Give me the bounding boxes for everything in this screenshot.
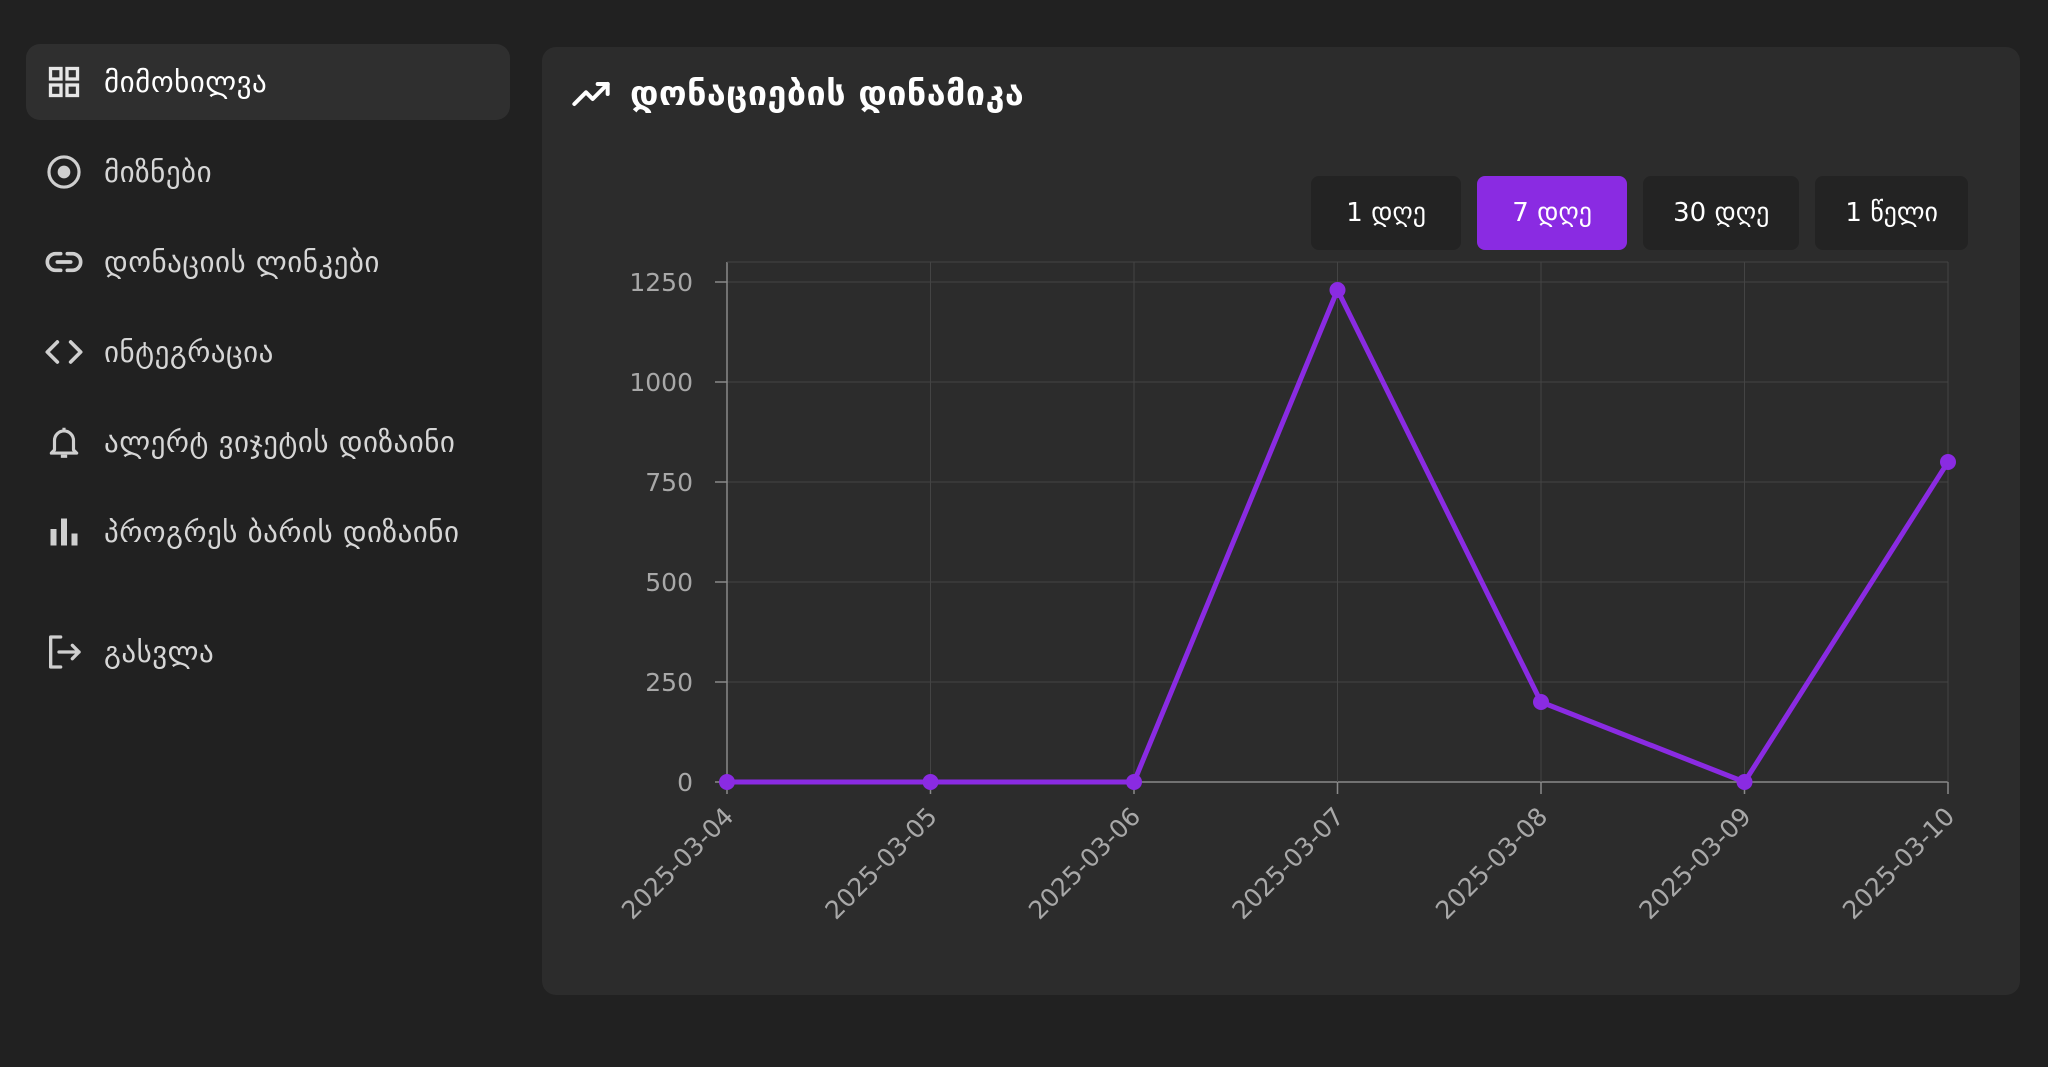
data-point[interactable] [922,774,939,790]
link-icon [44,242,84,282]
sidebar-item-donation-links[interactable]: დონაციის ლინკები [26,224,510,300]
x-tick-label: 2025-03-10 [1837,802,1960,925]
logout-icon [44,632,84,672]
panel-header: დონაციების დინამიკა [570,69,1024,119]
target-icon [44,152,84,192]
data-point[interactable] [1736,774,1753,790]
range-1-day-button[interactable]: 1 დღე [1311,176,1462,250]
x-tick-label: 2025-03-04 [616,802,739,925]
donation-dynamics-panel: დონაციების დინამიკა 1 დღე 7 დღე 30 დღე 1… [542,47,2020,995]
x-tick-label: 2025-03-06 [1023,802,1146,925]
grid-icon [44,62,84,102]
sidebar-item-overview[interactable]: მიმოხილვა [26,44,510,120]
x-tick-label: 2025-03-08 [1430,802,1553,925]
chart-grid [726,261,1949,783]
y-tick-label: 500 [645,568,693,597]
sidebar-item-label: მიმოხილვა [104,65,268,99]
y-tick-label: 250 [645,668,693,697]
y-axis-labels: 0 250 500 750 1000 1250 [629,268,693,797]
sidebar-item-alert-widget-design[interactable]: ალერტ ვიჯეტის დიზაინი [26,404,510,480]
panel-title: დონაციების დინამიკა [630,74,1025,114]
sidebar-item-label: ინტეგრაცია [104,335,274,369]
y-tick-label: 0 [677,768,693,797]
series-points [719,282,1956,790]
time-range-selector: 1 დღე 7 დღე 30 დღე 1 წელი [1311,176,1968,250]
y-tick-label: 1250 [629,268,693,297]
sidebar-item-label: ალერტ ვიჯეტის დიზაინი [104,425,456,459]
sidebar-item-label: პროგრეს ბარის დიზაინი [104,515,460,549]
y-tick-label: 750 [645,468,693,497]
data-point[interactable] [1533,694,1549,710]
data-point[interactable] [719,774,735,790]
data-point[interactable] [1329,282,1346,298]
sidebar-item-label: დონაციის ლინკები [104,245,380,279]
logout-label: გასვლა [104,635,215,669]
data-point[interactable] [1940,454,1956,470]
sidebar-item-progress-bar-design[interactable]: პროგრეს ბარის დიზაინი [26,494,510,570]
sidebar-item-goals[interactable]: მიზნები [26,134,510,210]
range-7-days-button[interactable]: 7 დღე [1477,176,1628,250]
sidebar: მიმოხილვა მიზნები დონაციის ლინკები ინტეგ… [26,44,510,704]
y-tick-label: 1000 [629,368,693,397]
range-1-year-button[interactable]: 1 წელი [1815,176,1968,250]
bell-icon [44,422,84,462]
x-tick-label: 2025-03-07 [1226,802,1349,925]
code-icon [44,332,84,372]
data-point[interactable] [1126,774,1142,790]
x-tick-label: 2025-03-05 [819,802,942,925]
trending-up-icon [570,73,612,115]
sidebar-item-integration[interactable]: ინტეგრაცია [26,314,510,390]
x-tick-label: 2025-03-09 [1633,802,1756,925]
range-30-days-button[interactable]: 30 დღე [1643,176,1800,250]
sidebar-item-label: მიზნები [104,155,213,189]
chart-axes [715,281,1949,794]
logout-button[interactable]: გასვლა [26,614,510,690]
bar-chart-icon [44,512,84,552]
x-axis-labels: 2025-03-04 2025-03-05 2025-03-06 2025-03-07… [616,802,1960,925]
